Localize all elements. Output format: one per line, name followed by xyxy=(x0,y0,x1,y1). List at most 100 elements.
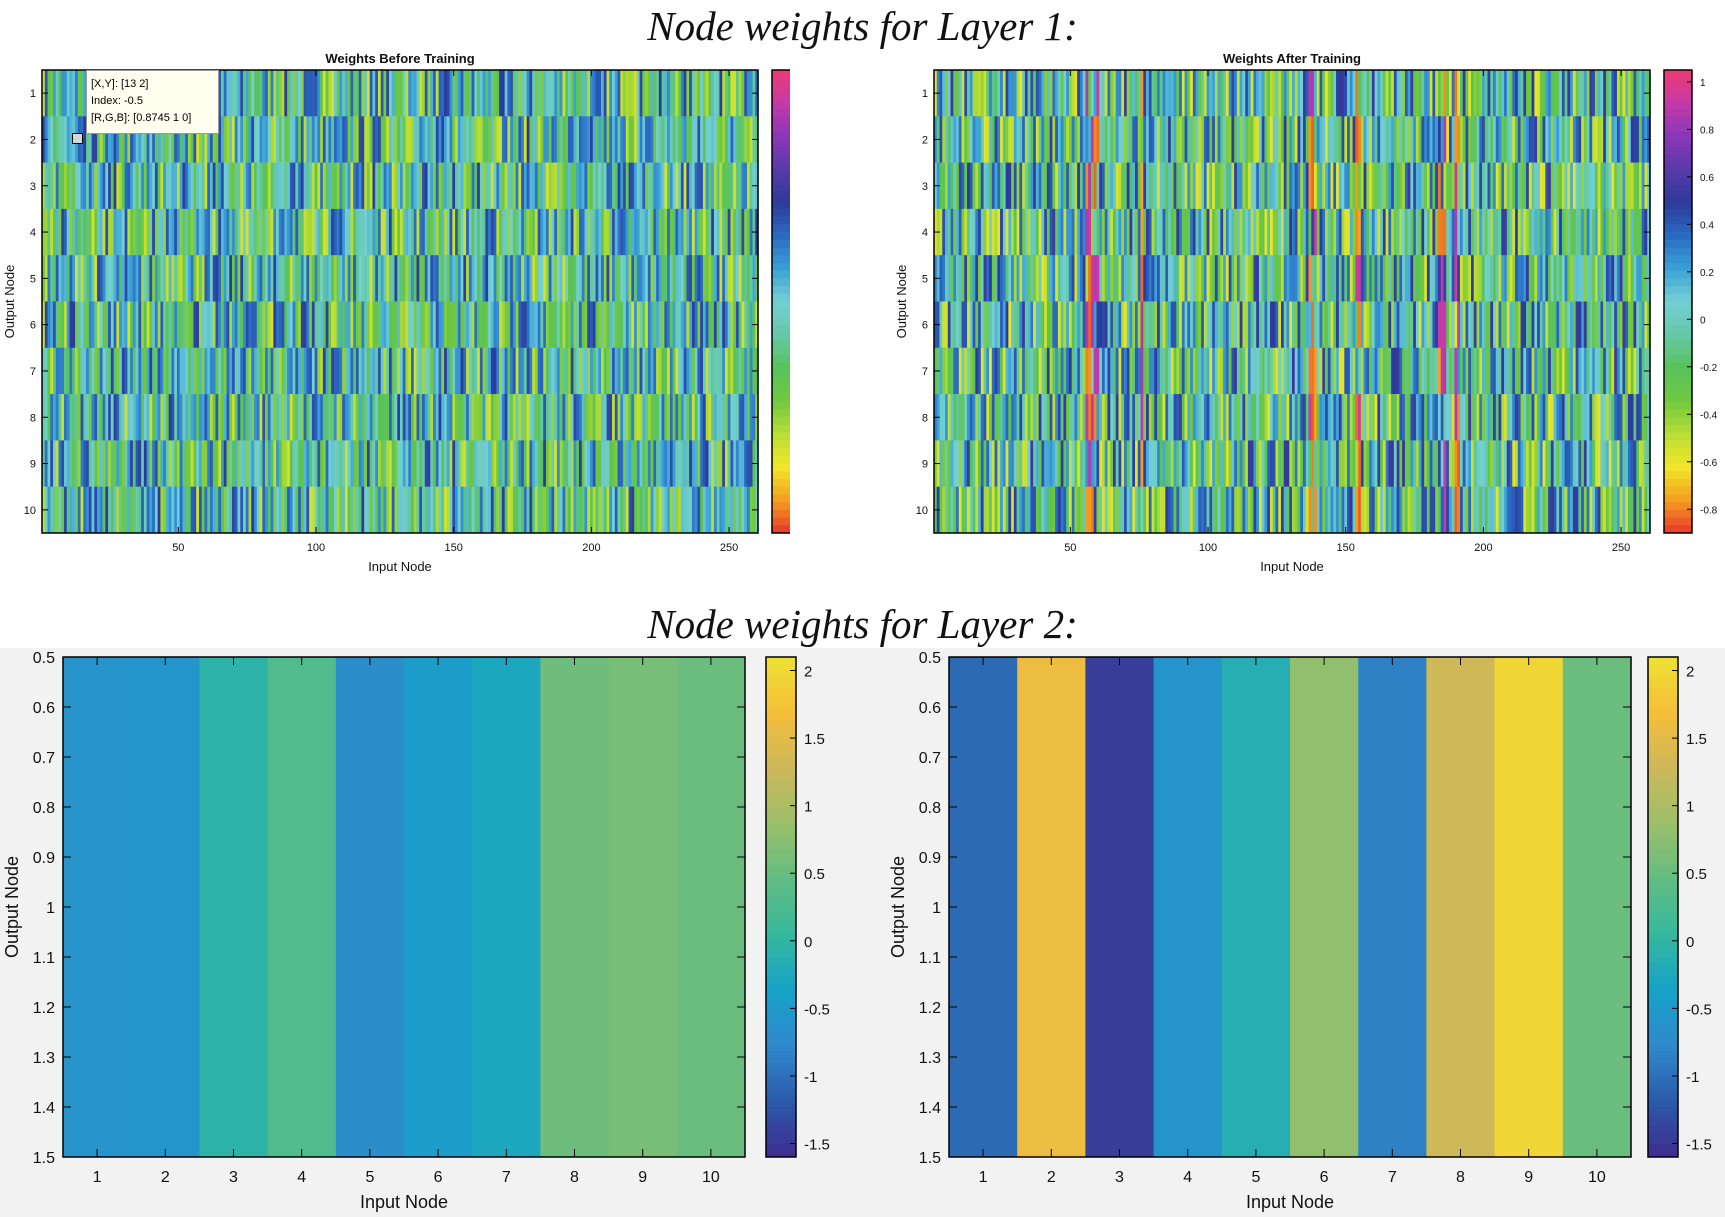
heatmap-cell xyxy=(1528,208,1533,256)
heatmap-cell xyxy=(1057,162,1062,210)
heatmap-cell xyxy=(83,255,87,302)
heatmap-cell xyxy=(650,255,654,302)
heatmap-cell xyxy=(1022,162,1026,210)
heatmap-cell xyxy=(1022,347,1026,395)
heatmap-cell xyxy=(1220,162,1224,210)
heatmap-cell xyxy=(1641,116,1646,163)
heatmap-cell xyxy=(656,347,660,395)
heatmap-cell xyxy=(455,162,459,210)
heatmap-cell xyxy=(1041,208,1045,256)
heatmap-cell xyxy=(1352,347,1356,395)
heatmap-cell xyxy=(460,162,464,210)
heatmap-cell xyxy=(471,486,475,534)
y-tick-label: 10 xyxy=(24,505,36,517)
heatmap-cell xyxy=(344,347,349,395)
heatmap-cell xyxy=(716,486,721,534)
heatmap-cell xyxy=(1570,116,1574,163)
heatmap-cell xyxy=(746,440,751,487)
heatmap-cell xyxy=(209,162,214,210)
heatmap-cell xyxy=(226,486,230,534)
heatmap-cell xyxy=(510,208,514,256)
heatmap-cell xyxy=(372,440,376,487)
heatmap-cell xyxy=(741,440,745,487)
heatmap-cell xyxy=(590,440,594,487)
heatmap-cell xyxy=(1000,347,1004,395)
heatmap-cell xyxy=(234,208,239,256)
heatmap-cell xyxy=(1391,255,1395,302)
heatmap-cell xyxy=(408,301,412,349)
heatmap-cell xyxy=(1275,394,1279,441)
heatmap-cell xyxy=(485,301,489,349)
heatmap-cell xyxy=(945,440,949,487)
heatmap-cell xyxy=(1035,255,1040,302)
heatmap-cell xyxy=(152,116,156,163)
heatmap-cell xyxy=(113,208,117,256)
heatmap-cell xyxy=(361,394,365,441)
heatmap-cell xyxy=(958,440,963,487)
heatmap-cell xyxy=(309,301,313,349)
heatmap-cell xyxy=(460,440,464,487)
heatmap-cell xyxy=(77,255,82,302)
heatmap-cell xyxy=(1592,208,1596,256)
heatmap-cell xyxy=(383,301,387,349)
heatmap-cell xyxy=(416,347,420,395)
heatmap-cell xyxy=(61,208,65,256)
heatmap-cell xyxy=(446,440,451,487)
heatmap-cell xyxy=(270,486,274,534)
heatmap-cell xyxy=(1170,347,1175,395)
heatmap-cell xyxy=(1082,208,1087,256)
heatmap-cell xyxy=(636,116,641,163)
heatmap-cell xyxy=(86,162,90,210)
heatmap-cell xyxy=(1181,394,1186,441)
heatmap-cell xyxy=(735,208,740,256)
heatmap-cell xyxy=(947,208,952,256)
heatmap-cell xyxy=(411,255,415,302)
heatmap-cell xyxy=(468,347,473,395)
heatmap-cell xyxy=(1311,162,1315,210)
heatmap-cell xyxy=(989,255,993,302)
heatmap-cell xyxy=(1256,70,1260,117)
colorbar-swatch xyxy=(772,355,790,364)
heatmap-cell xyxy=(1148,440,1153,487)
heatmap-cell xyxy=(1325,347,1329,395)
heatmap-cell xyxy=(1090,440,1095,487)
heatmap-cell xyxy=(435,347,440,395)
heatmap-cell xyxy=(612,70,616,117)
heatmap-cell xyxy=(1071,116,1076,163)
heatmap-cell xyxy=(287,208,291,256)
heatmap-cell xyxy=(989,208,993,256)
heatmap-cell xyxy=(287,486,291,534)
heatmap-cell xyxy=(171,440,175,487)
heatmap-cell xyxy=(278,486,283,534)
heatmap-cell xyxy=(1358,162,1362,210)
heatmap-cell xyxy=(1586,347,1591,395)
colorbar-swatch xyxy=(772,124,790,133)
heatmap-cell xyxy=(1132,208,1136,256)
heatmap-cell xyxy=(950,440,954,487)
heatmap-cell xyxy=(284,486,288,534)
heatmap-cell xyxy=(1614,116,1618,163)
heatmap-cell xyxy=(647,301,652,349)
heatmap-cell xyxy=(1104,394,1109,441)
heatmap-cell xyxy=(1234,347,1238,395)
heatmap-cell xyxy=(744,440,748,487)
heatmap-cell xyxy=(174,255,178,302)
heatmap-cell xyxy=(281,440,285,487)
heatmap-cell xyxy=(1327,440,1332,487)
heatmap-cell xyxy=(350,486,354,534)
heatmap-cell xyxy=(88,255,93,302)
heatmap-cell xyxy=(1429,162,1434,210)
heatmap-cell xyxy=(702,486,707,534)
heatmap-cell xyxy=(444,255,448,302)
heatmap-cell xyxy=(733,301,737,349)
heatmap-cell xyxy=(1283,347,1288,395)
heatmap-cell xyxy=(130,301,134,349)
heatmap-cell xyxy=(1074,162,1078,210)
heatmap-cell xyxy=(1033,116,1037,163)
heatmap-cell xyxy=(75,440,79,487)
heatmap-cell xyxy=(1446,162,1450,210)
heatmap-cell xyxy=(741,486,745,534)
heatmap-cell xyxy=(1490,301,1494,349)
heatmap-cell xyxy=(719,116,723,163)
